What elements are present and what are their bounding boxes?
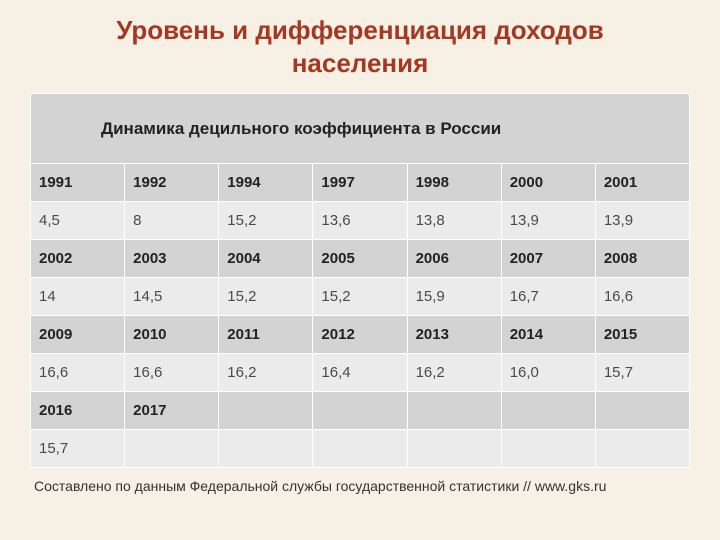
year-cell: 2009: [31, 316, 125, 354]
year-cell: 2017: [125, 392, 219, 430]
slide: Уровень и дифференциация доходов населен…: [0, 0, 720, 540]
value-cell: 15,7: [595, 354, 689, 392]
title-line-2: населения: [292, 48, 429, 78]
table-title: Динамика децильного коэффициента в Росси…: [41, 119, 679, 139]
year-cell: 2006: [407, 240, 501, 278]
table-body: 19911992199419971998200020014,5815,213,6…: [31, 164, 690, 468]
value-cell: 13,8: [407, 202, 501, 240]
year-cell: 2012: [313, 316, 407, 354]
year-cell: 2000: [501, 164, 595, 202]
table-row: 15,7: [31, 430, 690, 468]
value-cell: 15,9: [407, 278, 501, 316]
year-cell: 2014: [501, 316, 595, 354]
value-cell: 16,2: [407, 354, 501, 392]
value-cell: [501, 430, 595, 468]
year-cell: 2001: [595, 164, 689, 202]
value-cell: [407, 430, 501, 468]
year-cell: 1992: [125, 164, 219, 202]
year-cell: 2016: [31, 392, 125, 430]
table-row: 4,5815,213,613,813,913,9: [31, 202, 690, 240]
value-cell: 14: [31, 278, 125, 316]
year-cell: 2004: [219, 240, 313, 278]
year-cell: 1998: [407, 164, 501, 202]
value-cell: 15,2: [313, 278, 407, 316]
year-cell: 2008: [595, 240, 689, 278]
table-title-row: Динамика децильного коэффициента в Росси…: [31, 94, 690, 164]
table-row: 20162017: [31, 392, 690, 430]
year-cell: 2007: [501, 240, 595, 278]
table-row: 2002200320042005200620072008: [31, 240, 690, 278]
page-title: Уровень и дифференциация доходов населен…: [30, 14, 690, 79]
table-row: 2009201020112012201320142015: [31, 316, 690, 354]
value-cell: 16,7: [501, 278, 595, 316]
year-cell: 2002: [31, 240, 125, 278]
year-cell: 2003: [125, 240, 219, 278]
value-cell: 16,0: [501, 354, 595, 392]
table-title-cell: Динамика децильного коэффициента в Росси…: [31, 94, 690, 164]
year-cell: 1997: [313, 164, 407, 202]
value-cell: 16,6: [595, 278, 689, 316]
value-cell: 16,6: [125, 354, 219, 392]
year-cell: [313, 392, 407, 430]
year-cell: 2013: [407, 316, 501, 354]
source-note: Составлено по данным Федеральной службы …: [30, 478, 690, 494]
value-cell: 16,4: [313, 354, 407, 392]
value-cell: 15,2: [219, 278, 313, 316]
value-cell: 13,9: [595, 202, 689, 240]
table-row: 16,616,616,216,416,216,015,7: [31, 354, 690, 392]
value-cell: [219, 430, 313, 468]
value-cell: 16,6: [31, 354, 125, 392]
value-cell: [595, 430, 689, 468]
decile-table: Динамика децильного коэффициента в Росси…: [30, 93, 690, 468]
value-cell: 13,6: [313, 202, 407, 240]
value-cell: [313, 430, 407, 468]
year-cell: [595, 392, 689, 430]
value-cell: 4,5: [31, 202, 125, 240]
year-cell: [219, 392, 313, 430]
value-cell: 15,2: [219, 202, 313, 240]
value-cell: 16,2: [219, 354, 313, 392]
year-cell: 2011: [219, 316, 313, 354]
year-cell: [501, 392, 595, 430]
value-cell: 13,9: [501, 202, 595, 240]
year-cell: 2015: [595, 316, 689, 354]
year-cell: 2010: [125, 316, 219, 354]
year-cell: 1991: [31, 164, 125, 202]
year-cell: 1994: [219, 164, 313, 202]
title-line-1: Уровень и дифференциация доходов: [116, 15, 604, 45]
year-cell: 2005: [313, 240, 407, 278]
value-cell: 15,7: [31, 430, 125, 468]
value-cell: [125, 430, 219, 468]
value-cell: 14,5: [125, 278, 219, 316]
table-row: 1414,515,215,215,916,716,6: [31, 278, 690, 316]
table-row: 1991199219941997199820002001: [31, 164, 690, 202]
value-cell: 8: [125, 202, 219, 240]
year-cell: [407, 392, 501, 430]
